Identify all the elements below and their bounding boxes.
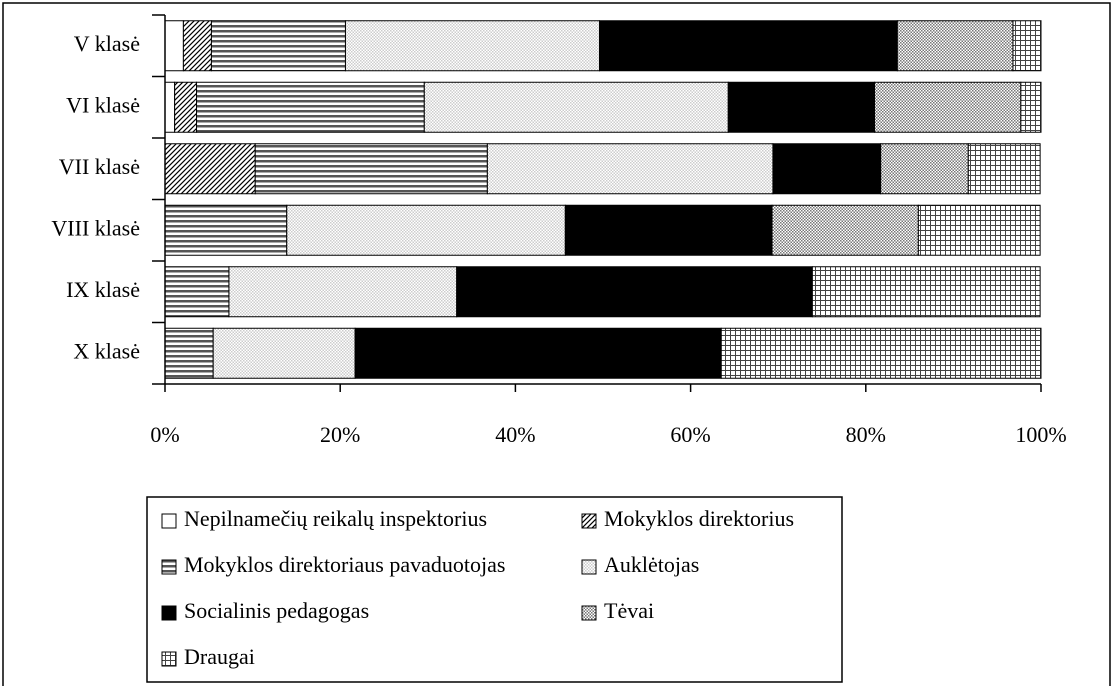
legend-swatch — [161, 513, 177, 529]
bar-segment — [212, 327, 356, 379]
x-tick-label: 20% — [320, 422, 360, 447]
bar-segment — [210, 20, 346, 72]
bar-segment — [771, 204, 919, 256]
bar-segment — [598, 20, 898, 72]
bar-segment — [344, 20, 600, 72]
bar-segment — [164, 266, 230, 318]
legend-swatch — [581, 559, 597, 575]
bar-segment — [164, 327, 214, 379]
y-tick-label: VII klasė — [59, 154, 140, 179]
bar-segment — [423, 81, 729, 133]
bar-segment — [967, 143, 1041, 195]
bar-segment — [196, 81, 425, 133]
y-tick-label: VIII klasė — [51, 215, 140, 240]
bar-segment — [164, 204, 288, 256]
x-tick-label: 40% — [495, 422, 535, 447]
bar-segment — [564, 204, 773, 256]
bar-segment — [164, 20, 184, 72]
legend-label: Socialinis pedagogas — [184, 598, 369, 623]
legend-swatch — [581, 605, 597, 621]
y-tick-label: X klasė — [73, 338, 140, 363]
bar-segment — [456, 266, 813, 318]
bar-segment — [727, 81, 876, 133]
bar-segment — [174, 81, 198, 133]
bar-segment — [772, 143, 882, 195]
bar-segment — [1012, 20, 1042, 72]
bar-segment — [164, 81, 176, 133]
legend-label: Tėvai — [604, 598, 654, 623]
legend-box — [146, 496, 843, 683]
bar-segment — [811, 266, 1041, 318]
legend-swatch — [161, 559, 177, 575]
bar-segment — [486, 143, 774, 195]
x-tick-label: 60% — [670, 422, 710, 447]
x-tick-label: 80% — [846, 422, 886, 447]
y-tick-label: VI klasė — [66, 92, 140, 117]
bar-segment — [354, 327, 722, 379]
bar-segment — [286, 204, 566, 256]
bar-segment — [874, 81, 1022, 133]
legend-label: Nepilnamečių reikalų inspektorius — [184, 506, 487, 531]
y-tick-label: IX klasė — [66, 277, 140, 302]
legend-swatch — [581, 513, 597, 529]
legend-swatch — [161, 605, 177, 621]
bar-segment — [720, 327, 1042, 379]
bar-segment — [917, 204, 1041, 256]
bar-segment — [182, 20, 212, 72]
x-tick-label: 0% — [150, 422, 179, 447]
y-tick-label: V klasė — [74, 31, 140, 56]
bar-segment — [228, 266, 458, 318]
bar-segment — [164, 143, 256, 195]
legend-label: Draugai — [184, 644, 255, 669]
legend-label: Mokyklos direktoriaus pavaduotojas — [184, 552, 505, 577]
bar-segment — [1020, 81, 1042, 133]
legend-label: Auklėtojas — [604, 552, 699, 577]
bar-segment — [896, 20, 1014, 72]
bar-segment — [880, 143, 969, 195]
bar-segment — [254, 143, 488, 195]
x-tick-label: 100% — [1015, 422, 1066, 447]
legend-label: Mokyklos direktorius — [604, 506, 794, 531]
legend-swatch — [161, 651, 177, 667]
